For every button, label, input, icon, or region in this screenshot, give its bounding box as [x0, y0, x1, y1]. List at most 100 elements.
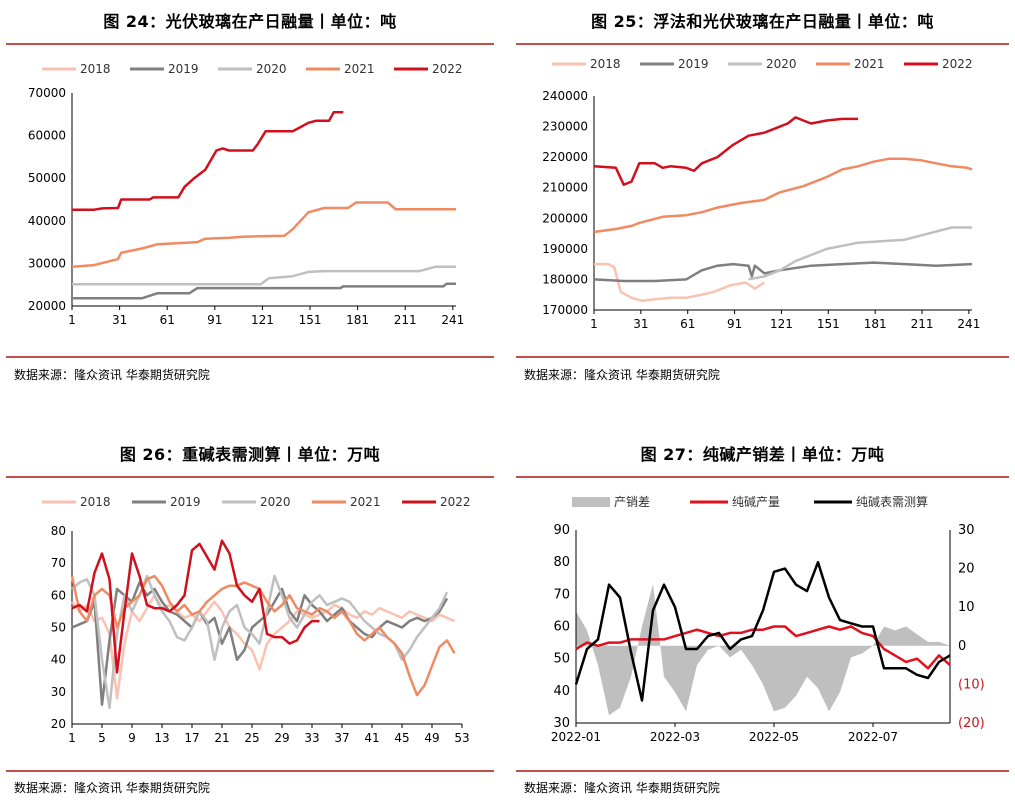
y-tick-label-right: 30 [958, 523, 975, 538]
series-area-产销差 [576, 584, 950, 716]
chart-panel-24: 图 24：光伏玻璃在产日融量丨单位：吨 2018 2019 2020 2021 2022… [0, 0, 500, 400]
chart-panel-27: 图 27：纯碱产销差丨单位：万吨 产销差 纯碱产量 纯碱表需测算 90 80 70 60 50… [510, 433, 1015, 811]
chart-plot: 2018 2019 2020 2021 2022 240000 230000 220000 21… [542, 57, 980, 331]
x-tick-label: 151 [299, 313, 322, 327]
legend-label-2019: 2019 [170, 495, 201, 509]
chart-title: 图 27：纯碱产销差丨单位：万吨 [640, 445, 885, 464]
x-tick-label: 121 [251, 313, 274, 327]
footer-rule [6, 356, 494, 358]
series-line-2021 [70, 574, 456, 697]
y-tick-label: 70 [51, 556, 66, 570]
x-tick-label: 2022-05 [749, 730, 799, 744]
title-rule [516, 43, 1009, 45]
legend-label-2018: 2018 [80, 62, 111, 76]
legend-label-2018: 2018 [590, 57, 621, 71]
title-rule [516, 476, 1009, 478]
y-tick-label: 210000 [542, 181, 588, 195]
footer-rule [6, 770, 494, 772]
y-tick-label-left: 60 [553, 620, 570, 635]
y-tick-label-right: 0 [958, 639, 966, 654]
legend-label-2021: 2021 [344, 62, 375, 76]
series-line-2021 [593, 157, 973, 234]
legend-label-产销差: 产销差 [614, 495, 650, 509]
x-tick-label: 45 [394, 731, 409, 745]
y-tick-label: 40000 [28, 214, 66, 228]
x-tick-label: 1 [68, 731, 76, 745]
series-line-2022 [593, 116, 858, 186]
y-tick-label: 30 [51, 685, 66, 699]
y-tick-label: 30000 [28, 256, 66, 270]
x-tick-label: 151 [817, 317, 840, 331]
y-tick-label: 230000 [542, 120, 588, 134]
legend-label-2022: 2022 [440, 495, 471, 509]
legend-label-2019: 2019 [168, 62, 199, 76]
y-tick-label: 20 [51, 717, 66, 731]
x-tick-label: 5 [98, 731, 106, 745]
x-tick-label: 25 [244, 731, 259, 745]
x-tick-label: 241 [957, 317, 980, 331]
chart-title: 图 24：光伏玻璃在产日融量丨单位：吨 [103, 12, 397, 31]
x-tick-label: 1 [590, 317, 598, 331]
x-tick-label: 41 [364, 731, 379, 745]
x-tick-label: 91 [727, 317, 742, 331]
x-tick-label: 29 [274, 731, 289, 745]
series-line-2019 [593, 261, 973, 283]
series-line-2020 [71, 574, 449, 710]
x-tick-label: 2022-03 [650, 730, 700, 744]
x-tick-label: 49 [424, 731, 439, 745]
legend-label-2022: 2022 [432, 62, 463, 76]
x-tick-label: 31 [633, 317, 648, 331]
legend-label-2020: 2020 [260, 495, 291, 509]
x-tick-label: 31 [112, 313, 127, 327]
legend-swatch-产销差 [572, 497, 610, 507]
series-line-2022 [71, 539, 320, 674]
y-tick-label: 240000 [542, 89, 588, 103]
series-line-纯碱产量 [575, 625, 951, 670]
y-tick-label: 220000 [542, 150, 588, 164]
footer-rule [516, 356, 1009, 358]
legend-label-纯碱产量: 纯碱产量 [732, 495, 780, 509]
chart-title: 图 25：浮法和光伏玻璃在产日融量丨单位：吨 [591, 12, 934, 31]
y-tick-label-right: (20) [958, 716, 985, 731]
series-line-2018 [71, 594, 456, 700]
chart-panel-25: 图 25：浮法和光伏玻璃在产日融量丨单位：吨 2018 2019 2020 2021 2… [510, 0, 1015, 400]
series-line-2020 [748, 226, 972, 281]
x-tick-label: 181 [346, 313, 369, 327]
y-tick-label: 50000 [28, 171, 66, 185]
y-tick-label: 180000 [542, 272, 588, 286]
x-tick-label: 9 [128, 731, 136, 745]
source-note: 数据来源：隆众资讯 华泰期货研究院 [14, 781, 210, 795]
chart-panel-26: 图 26：重碱表需测算丨单位：万吨 2018 2019 2020 2021 2022 80… [0, 433, 500, 811]
x-tick-label: 2022-01 [551, 730, 601, 744]
y-tick-label: 200000 [542, 211, 588, 225]
y-tick-label: 40 [51, 653, 66, 667]
x-tick-label: 181 [864, 317, 887, 331]
y-tick-label: 60000 [28, 129, 66, 143]
y-tick-label: 80 [51, 524, 66, 538]
x-tick-label: 33 [304, 731, 319, 745]
series-line-2019 [72, 282, 456, 300]
chart-plot: 2018 2019 2020 2021 2022 80 70 60 50 40 30 201 5 9 13 1… [42, 495, 471, 745]
y-tick-label-right: 10 [958, 600, 975, 615]
legend-label-2018: 2018 [80, 495, 111, 509]
y-tick-label-left: 50 [553, 652, 570, 667]
x-tick-label: 17 [184, 731, 199, 745]
series-line-2022 [72, 110, 344, 211]
y-tick-label: 20000 [28, 299, 66, 313]
chart-plot: 产销差 纯碱产量 纯碱表需测算 90 80 70 60 50 40 30 30 20 10 0 (10) (2… [551, 494, 985, 744]
x-tick-label: 21 [214, 731, 229, 745]
x-tick-label: 37 [334, 731, 349, 745]
title-rule [6, 476, 494, 478]
footer-rule [516, 770, 1009, 772]
y-tick-label: 190000 [542, 242, 588, 256]
source-note: 数据来源：隆众资讯 华泰期货研究院 [524, 368, 720, 382]
source-note: 数据来源：隆众资讯 华泰期货研究院 [14, 368, 210, 382]
legend-label-2020: 2020 [256, 62, 287, 76]
y-tick-label: 60 [51, 588, 66, 602]
x-tick-label: 53 [454, 731, 469, 745]
y-tick-label: 50 [51, 621, 66, 635]
legend-label-2019: 2019 [678, 57, 709, 71]
series-line-2020 [72, 265, 456, 286]
series-line-纯碱表需测算 [574, 560, 951, 702]
legend-label-纯碱表需测算: 纯碱表需测算 [856, 494, 928, 509]
